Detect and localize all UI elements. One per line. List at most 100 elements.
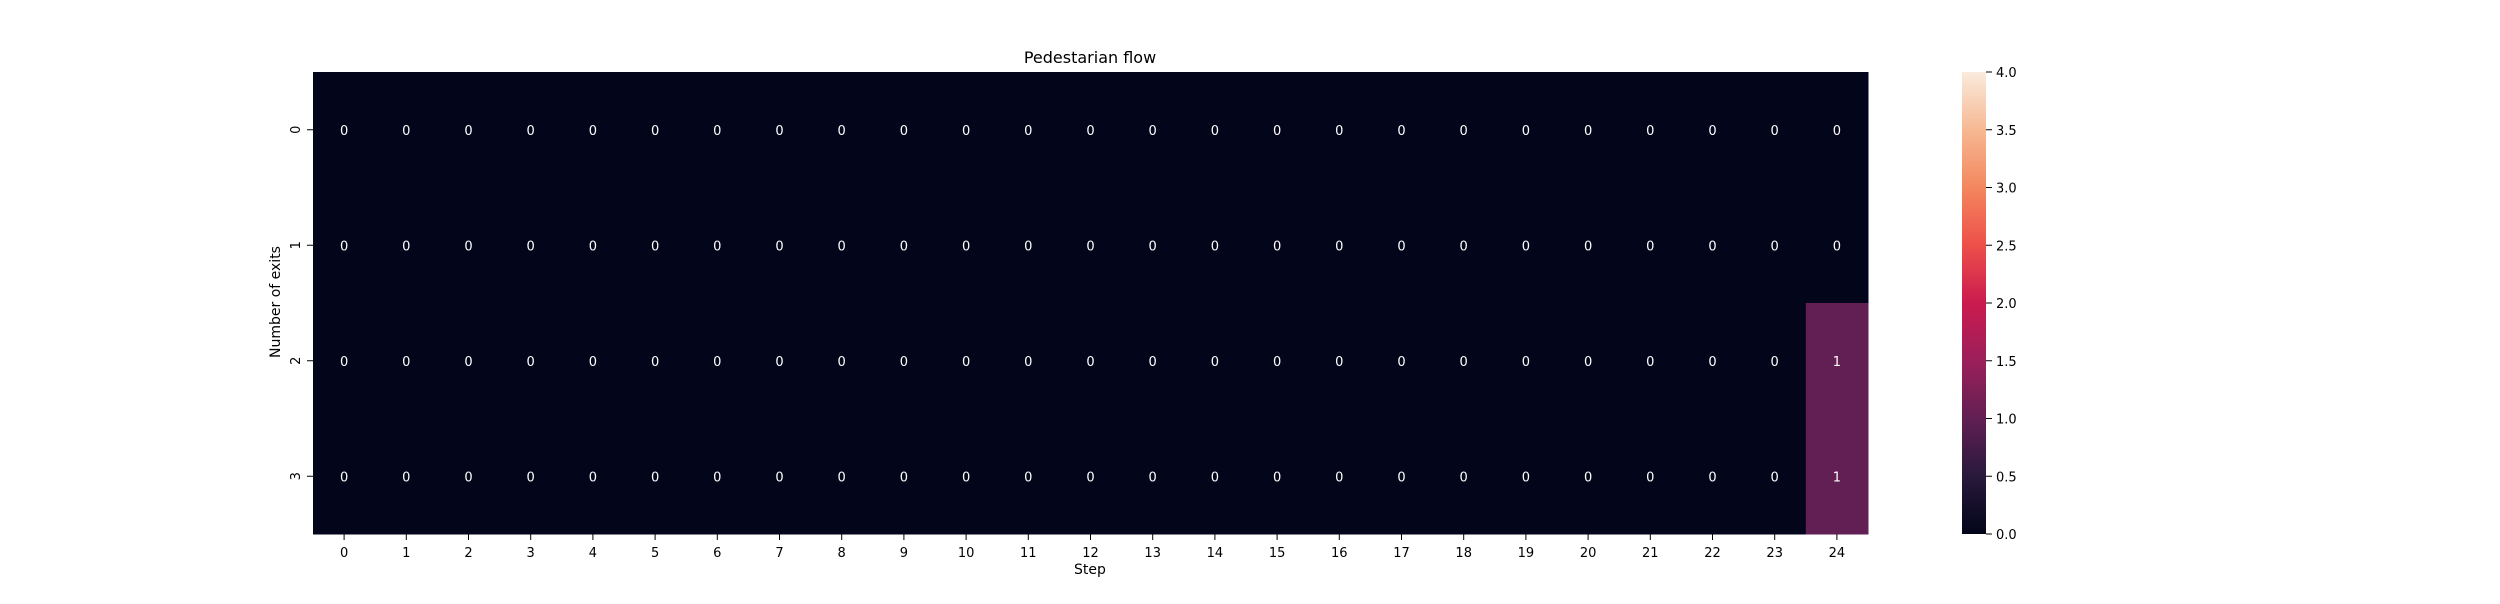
cell-annotation: 0 <box>589 124 597 139</box>
cell-annotation: 0 <box>1335 124 1343 139</box>
heatmap-cell <box>1743 418 1807 535</box>
x-tick-label: 14 <box>1207 546 1224 561</box>
cell-annotation: 0 <box>713 470 721 485</box>
x-tick-label: 23 <box>1766 546 1783 561</box>
heatmap-cell <box>1308 72 1371 188</box>
heatmap-annotations: 0 0 0 0 0 0 0 0 0 0 0 0 0 0 0 0 0 0 0 0 0 0 0 0 0 0 0 0 0 0 0 0 0 0 0 0 0 0 0 0… <box>340 124 1841 486</box>
heatmap-cell <box>872 187 936 304</box>
cell-annotation: 0 <box>713 124 721 139</box>
heatmap-cell <box>1805 418 1869 535</box>
cell-annotation: 0 <box>900 355 908 370</box>
heatmap-cell <box>997 72 1060 188</box>
colorbar-tick-label: 2.0 <box>1996 297 2017 312</box>
cell-annotation: 0 <box>340 355 348 370</box>
cell-annotation: 0 <box>1086 124 1094 139</box>
heatmap-cell <box>1308 303 1371 419</box>
cell-annotation: 0 <box>1211 239 1219 254</box>
colorbar-tick-label: 4.0 <box>1996 66 2017 81</box>
x-tick-label: 6 <box>713 546 721 561</box>
heatmap-cell <box>935 303 998 419</box>
heatmap-cell <box>624 187 687 304</box>
cell-annotation: 0 <box>1522 124 1530 139</box>
cell-annotation: 0 <box>651 239 659 254</box>
colorbar-ticks: 0.0 0.5 1.0 1.5 2.0 2.5 3.0 3.5 4.0 <box>1986 66 2017 543</box>
heatmap-cell <box>872 303 936 419</box>
cell-annotation: 0 <box>1149 239 1157 254</box>
cell-annotation: 0 <box>1708 239 1716 254</box>
heatmap-cell <box>1432 187 1496 304</box>
heatmap-cell <box>437 418 501 535</box>
heatmap-cell <box>1121 418 1185 535</box>
cell-annotation: 0 <box>1771 355 1779 370</box>
heatmap-cell <box>1494 303 1558 419</box>
heatmap-cell <box>499 303 563 419</box>
heatmap-cell <box>1432 418 1496 535</box>
cell-annotation: 0 <box>651 355 659 370</box>
heatmap-cell <box>313 72 376 188</box>
cell-annotation: 0 <box>1024 124 1032 139</box>
x-tick-label: 7 <box>775 546 783 561</box>
heatmap-cell <box>997 303 1060 419</box>
x-tick-label: 22 <box>1704 546 1721 561</box>
x-tick-label: 18 <box>1455 546 1472 561</box>
heatmap-cell <box>810 303 874 419</box>
cell-annotation: 0 <box>1708 470 1716 485</box>
heatmap-cell <box>1059 187 1123 304</box>
heatmap-cell <box>1370 303 1434 419</box>
heatmap-cell <box>499 72 563 188</box>
cell-annotation: 0 <box>1460 239 1468 254</box>
heatmap-cell <box>872 72 936 188</box>
heatmap-cell <box>313 303 376 419</box>
x-tick-label: 15 <box>1269 546 1286 561</box>
heatmap-cell <box>1308 418 1371 535</box>
cell-annotation: 0 <box>1024 355 1032 370</box>
heatmap-cell <box>1183 303 1247 419</box>
heatmap-cell <box>375 187 438 304</box>
cell-annotation: 0 <box>1149 355 1157 370</box>
cell-annotation: 1 <box>1833 470 1841 485</box>
cell-annotation: 0 <box>1522 239 1530 254</box>
cell-annotation: 0 <box>589 355 597 370</box>
cell-annotation: 0 <box>402 124 410 139</box>
heatmap-cell <box>1681 418 1745 535</box>
heatmap-cell <box>810 187 874 304</box>
cell-annotation: 0 <box>1335 239 1343 254</box>
heatmap-cell <box>748 303 812 419</box>
heatmap-cell <box>1805 303 1869 419</box>
heatmap-cell <box>437 303 501 419</box>
y-tick-label: 2 <box>289 357 304 365</box>
heatmap-cell <box>499 418 563 535</box>
heatmap-cell <box>1681 303 1745 419</box>
heatmap-cell <box>686 72 749 188</box>
cell-annotation: 0 <box>589 470 597 485</box>
heatmap-cell <box>1619 303 1682 419</box>
heatmap-cell <box>686 303 749 419</box>
cell-annotation: 0 <box>1522 355 1530 370</box>
heatmap-cell <box>1743 303 1807 419</box>
heatmap-cell <box>810 72 874 188</box>
cell-annotation: 0 <box>1273 355 1281 370</box>
cell-annotation: 0 <box>962 355 970 370</box>
heatmap-cell <box>1121 303 1185 419</box>
x-tick-label: 12 <box>1082 546 1099 561</box>
x-tick-label: 19 <box>1518 546 1535 561</box>
colorbar-tick-label: 2.5 <box>1996 239 2017 254</box>
heatmap-cell <box>313 187 376 304</box>
cell-annotation: 0 <box>962 470 970 485</box>
heatmap-cell <box>1557 187 1620 304</box>
heatmap-cell <box>1246 418 1309 535</box>
y-tick-label: 0 <box>289 126 304 134</box>
heatmap-cell <box>561 187 625 304</box>
cell-annotation: 0 <box>1771 124 1779 139</box>
cell-annotation: 0 <box>1522 470 1530 485</box>
cell-annotation: 0 <box>713 355 721 370</box>
heatmap-cell <box>1681 72 1745 188</box>
cell-annotation: 0 <box>1024 239 1032 254</box>
heatmap-cell <box>1557 418 1620 535</box>
cell-annotation: 0 <box>1460 355 1468 370</box>
x-axis-label: Step <box>1074 562 1106 578</box>
heatmap-cell <box>997 418 1060 535</box>
heatmap-cell <box>1370 187 1434 304</box>
cell-annotation: 0 <box>464 124 472 139</box>
heatmap-cell <box>561 303 625 419</box>
